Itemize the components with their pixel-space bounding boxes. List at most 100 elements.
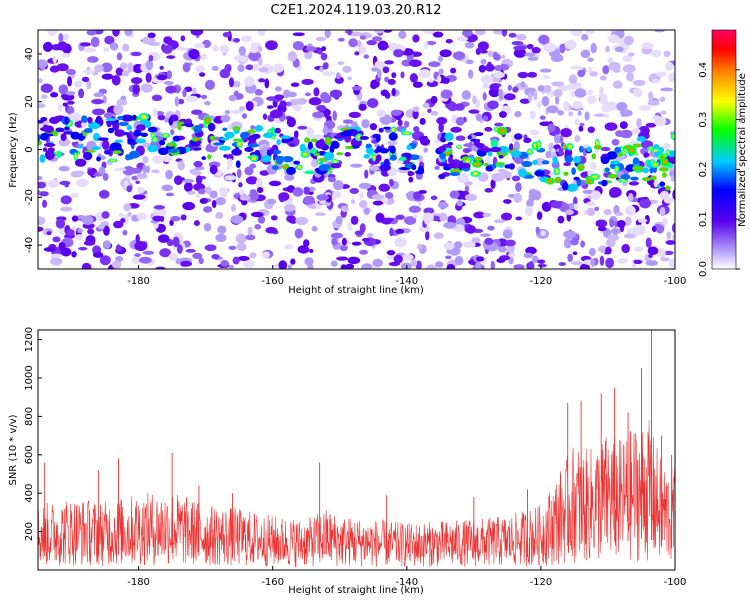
heatmap-cell: [254, 224, 262, 230]
heatmap-cell: [490, 146, 502, 153]
heatmap-cell: [499, 111, 507, 119]
heatmap-cell: [97, 137, 109, 141]
heatmap-cell: [361, 263, 374, 269]
heatmap-cell: [249, 130, 254, 133]
heatmap-cell: [50, 257, 63, 266]
heatmap-cell: [517, 71, 529, 79]
heatmap-cell: [88, 122, 95, 129]
heatmap-cell: [383, 158, 390, 165]
heatmap-cell: [293, 160, 301, 165]
heatmap-cell: [350, 215, 359, 225]
heatmap-cell: [573, 176, 580, 181]
heatmap-cell: [634, 152, 637, 155]
y-tick-label: 40: [24, 48, 35, 61]
heatmap-cell: [81, 121, 88, 128]
heatmap-cell: [78, 88, 85, 99]
heatmap-cell: [286, 116, 296, 128]
heatmap-cell: [648, 91, 654, 101]
heatmap-cell: [350, 199, 356, 204]
heatmap-cell: [452, 169, 459, 173]
heatmap-cell: [538, 34, 550, 45]
heatmap-cell: [114, 151, 120, 154]
heatmap-cell: [41, 94, 48, 100]
heatmap-cell: [532, 190, 542, 201]
heatmap-cell: [485, 165, 493, 170]
heatmap-cell: [115, 244, 122, 252]
heatmap-cell: [117, 115, 124, 121]
heatmap-cell: [376, 68, 382, 79]
heatmap-cell: [390, 154, 397, 161]
heatmap-cell: [95, 115, 103, 124]
heatmap-cell: [617, 257, 629, 264]
heatmap-cell: [473, 211, 486, 219]
heatmap-cell: [528, 150, 532, 154]
heatmap-cell: [247, 226, 253, 236]
heatmap-cell: [347, 222, 353, 231]
heatmap-cell: [50, 92, 59, 98]
heatmap-cell: [497, 246, 507, 253]
heatmap-cell: [626, 72, 634, 82]
heatmap-cell: [666, 186, 670, 190]
heatmap-cell: [324, 30, 331, 39]
heatmap-cell: [645, 122, 657, 128]
heatmap-cell: [47, 179, 59, 189]
heatmap-cell: [348, 38, 358, 48]
heatmap-cell: [647, 100, 660, 106]
heatmap-cell: [175, 258, 181, 265]
heatmap-cell: [166, 55, 176, 59]
heatmap-cell: [644, 178, 649, 181]
heatmap-cell: [434, 165, 440, 170]
colorbar-ticks: 0.0 0.1 0.2 0.3 0.4: [698, 62, 740, 277]
heatmap-cell: [230, 109, 243, 114]
heatmap-cells: [38, 30, 675, 269]
heatmap-cell: [126, 124, 133, 131]
heatmap-cell: [629, 148, 635, 153]
heatmap-cell: [237, 142, 242, 147]
heatmap-cell: [430, 195, 438, 201]
heatmap-cell: [366, 40, 377, 46]
heatmap-cell: [330, 162, 342, 169]
heatmap-cell: [412, 109, 419, 120]
heatmap-cell: [38, 216, 46, 226]
y-tick-label: 1200: [24, 327, 35, 352]
x-tick-label: -100: [664, 577, 687, 588]
heatmap-cell: [222, 127, 228, 132]
heatmap-cell: [93, 92, 104, 98]
heatmap-cell: [364, 169, 369, 179]
heatmap-cell: [335, 72, 341, 80]
heatmap-cell: [571, 261, 583, 266]
heatmap-cell: [513, 48, 527, 58]
heatmap-cell: [86, 79, 92, 90]
heatmap-cell: [604, 122, 618, 131]
heatmap-cell: [647, 246, 659, 255]
y-tick-label: 400: [24, 484, 35, 503]
heatmap-cell: [642, 42, 653, 50]
heatmap-cell: [651, 225, 657, 233]
heatmap-cell: [87, 168, 96, 176]
heatmap-cell: [159, 66, 164, 70]
heatmap-cell: [564, 172, 568, 175]
heatmap-cell: [172, 135, 181, 142]
heatmap-cell: [292, 41, 304, 51]
heatmap-cell: [444, 132, 454, 141]
heatmap-cell: [142, 156, 149, 164]
heatmap-cell: [310, 134, 324, 140]
heatmap-cell: [248, 51, 262, 62]
heatmap-cell: [56, 63, 69, 72]
heatmap-cell: [218, 187, 229, 195]
heatmap-cell: [599, 75, 607, 81]
heatmap-cell: [191, 30, 204, 35]
heatmap-cell: [182, 62, 191, 73]
heatmap-cell: [250, 211, 264, 218]
heatmap-cell: [178, 122, 183, 124]
x-tick-label: -160: [261, 577, 284, 588]
colorbar-tick-label: 0.4: [698, 62, 709, 78]
heatmap-cell: [236, 168, 242, 179]
heatmap-cell: [479, 147, 492, 153]
heatmap-cell: [96, 156, 101, 162]
heatmap-cell: [123, 203, 132, 212]
heatmap-cell: [217, 225, 227, 235]
heatmap-cell: [266, 105, 274, 109]
heatmap-cell: [418, 69, 431, 79]
heatmap-cell: [419, 117, 426, 125]
